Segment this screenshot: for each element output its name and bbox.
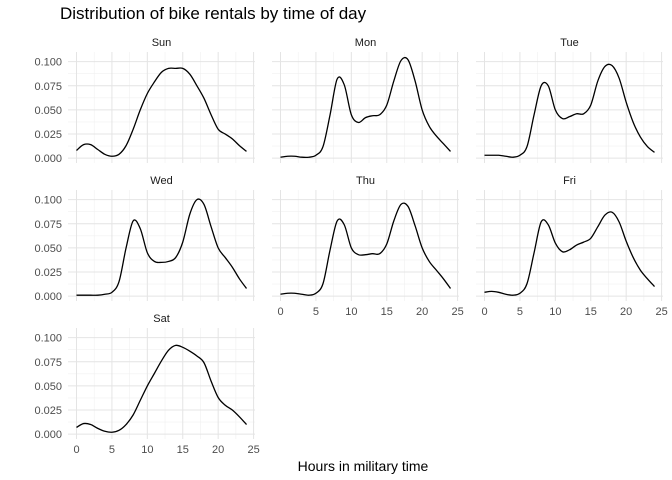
x-tick-label: 25 (655, 306, 667, 318)
density-line-fri (484, 211, 655, 296)
y-tick-label: 0.000 (34, 429, 62, 441)
y-tick-label: 0.025 (34, 267, 62, 279)
facet-panel-wed: Wed 0.000 0.025 0.050 0.075 0.100 (34, 175, 255, 303)
x-tick-label: 5 (313, 306, 319, 318)
y-tick-label: 0.100 (34, 333, 62, 345)
facet-label-thu: Thu (356, 175, 375, 187)
facet-label-mon: Mon (355, 37, 376, 49)
chart-title: Distribution of bike rentals by time of … (60, 4, 367, 23)
x-tick-label: 0 (481, 306, 487, 318)
y-tick-label: 0.075 (34, 219, 62, 231)
x-tick-label: 15 (177, 444, 189, 456)
y-tick-label: 0.050 (34, 105, 62, 117)
x-tick-label: 5 (517, 306, 523, 318)
y-tick-label: 0.100 (34, 57, 62, 69)
density-line-thu (280, 202, 452, 296)
y-tick-label: 0.025 (34, 129, 62, 141)
facet-label-wed: Wed (150, 175, 172, 187)
x-tick-label: 15 (585, 306, 597, 318)
x-tick-label: 20 (416, 306, 428, 318)
y-tick-label: 0.075 (34, 81, 62, 93)
y-tick-label: 0.000 (34, 291, 62, 303)
x-tick-label: 10 (141, 444, 153, 456)
y-tick-label: 0.025 (34, 405, 62, 417)
facet-panel-thu: Thu 0 5 10 15 20 25 (272, 175, 464, 318)
x-tick-label: 15 (381, 306, 393, 318)
facet-panel-mon: Mon (272, 37, 459, 163)
x-axis-title: Hours in military time (298, 458, 429, 474)
density-line-sun (76, 67, 247, 157)
facet-panel-fri: Fri 0 5 10 15 20 25 (476, 175, 668, 318)
facet-panel-tue: Tue (476, 37, 663, 163)
x-tick-label: 20 (212, 444, 224, 456)
y-tick-label: 0.050 (34, 381, 62, 393)
y-tick-label: 0.050 (34, 243, 62, 255)
facet-panel-sat: Sat 0.000 0.025 0.050 0.075 0.100 0 5 10 15 20 25 (34, 313, 259, 456)
x-tick-label: 0 (73, 444, 79, 456)
density-line-tue (484, 63, 655, 158)
facet-label-tue: Tue (560, 37, 579, 49)
x-tick-label: 20 (620, 306, 632, 318)
facet-label-fri: Fri (563, 175, 576, 187)
x-tick-label: 0 (277, 306, 283, 318)
y-tick-label: 0.000 (34, 153, 62, 165)
y-tick-label: 0.100 (34, 195, 62, 207)
x-tick-label: 5 (109, 444, 115, 456)
x-tick-label: 10 (549, 306, 561, 318)
x-tick-label: 25 (451, 306, 463, 318)
density-line-sat (76, 344, 247, 433)
y-tick-label: 0.075 (34, 357, 62, 369)
x-tick-label: 10 (345, 306, 357, 318)
x-tick-label: 25 (247, 444, 259, 456)
facet-panel-sun: Sun 0.000 0.025 0.050 0.075 0.100 (34, 37, 255, 165)
density-line-wed (76, 198, 248, 296)
facet-label-sun: Sun (152, 37, 172, 49)
facet-label-sat: Sat (153, 313, 170, 325)
density-line-mon (280, 56, 451, 159)
